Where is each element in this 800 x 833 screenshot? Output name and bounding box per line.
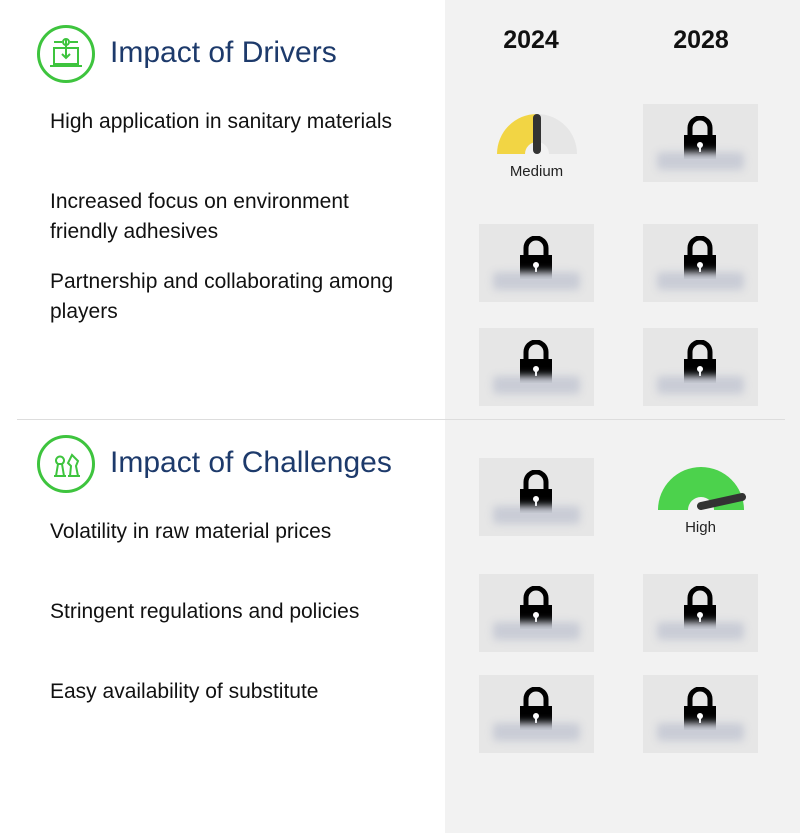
challenge-item: Easy availability of substitute — [50, 680, 319, 703]
drivers-title: Impact of Drivers — [110, 36, 337, 69]
circuit-laptop-icon — [37, 25, 95, 83]
locked-cell[interactable] — [479, 224, 594, 302]
driver-item: High application in sanitary materials — [50, 110, 392, 133]
challenge-item: Stringent regulations and policies — [50, 600, 360, 623]
challenge-item: Volatility in raw material prices — [50, 520, 332, 543]
locked-cell[interactable] — [643, 328, 758, 406]
locked-cell[interactable] — [643, 104, 758, 182]
driver-item: Increased focus on environment friendly … — [50, 190, 349, 243]
chess-pieces-icon — [37, 435, 95, 493]
gauge-label: High — [685, 519, 716, 536]
locked-cell[interactable] — [479, 458, 594, 536]
locked-cell[interactable] — [479, 675, 594, 753]
driver-item: Partnership and collaborating among play… — [50, 270, 394, 323]
challenges-title: Impact of Challenges — [110, 446, 392, 479]
locked-cell[interactable] — [479, 574, 594, 652]
section-divider — [17, 419, 785, 420]
gauge-high: High — [643, 466, 758, 536]
locked-cell[interactable] — [479, 328, 594, 406]
column-header-2028: 2028 — [673, 26, 729, 54]
gauge-label: Medium — [509, 163, 564, 180]
gauge-medium: Medium — [479, 112, 594, 180]
locked-cell[interactable] — [643, 675, 758, 753]
column-header-2024: 2024 — [503, 26, 559, 54]
locked-cell[interactable] — [643, 574, 758, 652]
locked-cell[interactable] — [643, 224, 758, 302]
